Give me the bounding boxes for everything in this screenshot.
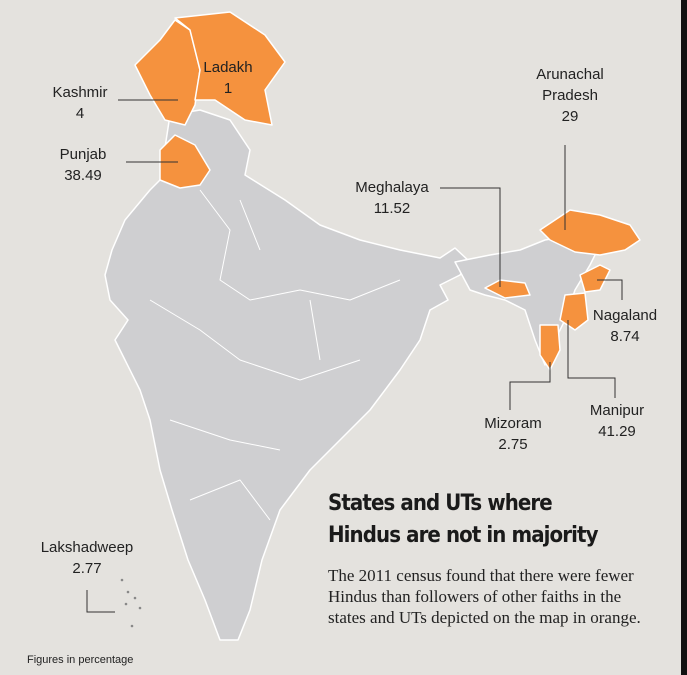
region-value: 29 — [561, 108, 579, 125]
manipur-area — [559, 292, 589, 331]
title: States and UTs where Hindus are not in m… — [328, 491, 598, 548]
mizoram-area — [539, 324, 561, 371]
region-value: 4 — [75, 105, 85, 122]
region-name: Punjab — [59, 146, 107, 163]
region-name: Ladakh — [203, 59, 253, 76]
leader-line — [440, 187, 501, 287]
region-label: Nagaland 8.74 — [575, 305, 675, 347]
footnote: Figures in percentage — [27, 654, 134, 666]
india-mainland — [104, 109, 471, 641]
edge — [681, 0, 687, 675]
region-label: Meghalaya 11.52 — [332, 177, 452, 219]
region-label: Arunachal Pradesh 29 — [520, 64, 620, 127]
region-value: 2.77 — [72, 560, 102, 577]
region-label: Lakshadweep 2.77 — [22, 537, 152, 579]
ladakh-area — [174, 11, 286, 126]
region-value: 1 — [223, 80, 233, 97]
state-border — [149, 189, 401, 521]
region-name: Lakshadweep — [40, 539, 134, 556]
region-name: Meghalaya — [355, 179, 429, 196]
leader-line — [509, 362, 551, 410]
punjab-area — [159, 134, 211, 189]
region-value: 11.52 — [373, 200, 411, 217]
region-name: Mizoram — [484, 415, 542, 432]
region-name: Nagaland — [592, 307, 658, 324]
region-label: Manipur 41.29 — [567, 400, 667, 442]
leader-line — [567, 320, 616, 398]
region-label: Punjab 38.49 — [33, 144, 133, 186]
lakshadweep-islands — [120, 578, 142, 628]
region-value: 2.75 — [498, 436, 528, 453]
region-label: Kashmir 4 — [30, 82, 130, 124]
region-label: Mizoram 2.75 — [463, 413, 563, 455]
region-value: 41.29 — [598, 423, 636, 440]
region-value: 8.74 — [610, 328, 640, 345]
region-name: Kashmir — [52, 84, 108, 101]
description: The 2011 census found that there were fe… — [328, 566, 641, 627]
region-value: 38.49 — [64, 167, 102, 184]
region-name: Arunachal Pradesh — [536, 66, 604, 104]
region-label: Ladakh 1 — [178, 57, 278, 99]
leader-line — [86, 590, 115, 613]
region-name: Manipur — [589, 402, 645, 419]
leader-line — [597, 279, 623, 300]
meghalaya-area — [484, 279, 531, 299]
